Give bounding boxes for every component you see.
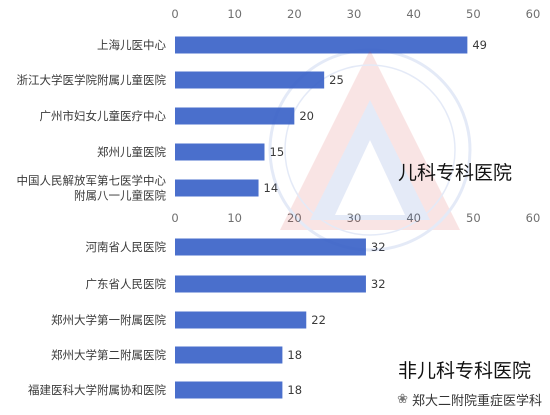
data-label-1-4: 18 — [287, 383, 302, 397]
data-label-1-3: 18 — [287, 348, 302, 362]
category-label-0-1: 浙江大学医学院附属儿童医院 — [17, 73, 167, 87]
x-tick-label-0-6: 60 — [526, 7, 541, 21]
x-tick-label-1-5: 50 — [466, 211, 481, 225]
category-label-1-1: 广东省人民医院 — [86, 277, 167, 291]
category-label-0-2: 广州市妇女儿童医疗中心 — [40, 109, 167, 123]
data-label-1-1: 32 — [371, 277, 386, 291]
data-label-1-0: 32 — [371, 240, 386, 254]
data-label-1-2: 22 — [311, 313, 326, 327]
bar-1-3 — [175, 346, 283, 364]
x-tick-label-1-3: 30 — [347, 211, 362, 225]
x-tick-label-1-1: 10 — [227, 211, 242, 225]
category-label-0-4-1: 附属八一儿童医院 — [74, 189, 166, 203]
watermark-credit: ❀ 郑大二附院重症医学科 — [397, 390, 542, 409]
x-tick-label-0-3: 30 — [347, 7, 362, 21]
category-label-1-3: 郑州大学第二附属医院 — [51, 348, 166, 362]
watermark-credit-text: 郑大二附院重症医学科 — [411, 394, 542, 409]
bar-0-0 — [175, 36, 468, 54]
data-label-0-1: 25 — [329, 73, 344, 87]
bar-1-4 — [175, 381, 283, 399]
x-tick-label-0-2: 20 — [287, 7, 302, 21]
panel-title-non-pediatric: 非儿科专科医院 — [398, 360, 532, 382]
bar-1-2 — [175, 311, 307, 329]
category-label-1-0: 河南省人民医院 — [86, 240, 167, 254]
bar-0-3 — [175, 143, 265, 161]
bar-0-4 — [175, 179, 259, 197]
x-tick-label-1-6: 60 — [526, 211, 541, 225]
bar-0-2 — [175, 107, 295, 125]
data-label-0-3: 15 — [270, 145, 285, 159]
x-tick-label-1-4: 40 — [406, 211, 421, 225]
data-label-0-4: 14 — [264, 181, 279, 195]
category-label-1-4: 福建医科大学附属协和医院 — [28, 383, 166, 397]
bar-1-1 — [175, 275, 366, 293]
x-tick-label-0-0: 0 — [171, 7, 178, 21]
bar-0-1 — [175, 71, 325, 89]
x-tick-label-1-2: 20 — [287, 211, 302, 225]
data-label-0-0: 49 — [472, 38, 487, 52]
category-label-1-2: 郑州大学第一附属医院 — [51, 313, 166, 327]
category-label-0-4-0: 中国人民解放军第七医学中心 — [17, 174, 167, 188]
x-tick-label-1-0: 0 — [171, 211, 178, 225]
category-label-0-3: 郑州儿童医院 — [97, 145, 166, 159]
x-tick-label-0-5: 50 — [466, 7, 481, 21]
wechat-icon: ❀ — [397, 392, 408, 407]
watermark-logo — [268, 48, 472, 252]
x-tick-label-0-4: 40 — [406, 7, 421, 21]
data-label-0-2: 20 — [299, 109, 314, 123]
x-tick-label-0-1: 10 — [227, 7, 242, 21]
panel-title-pediatric: 儿科专科医院 — [398, 162, 513, 184]
bar-1-0 — [175, 238, 366, 256]
category-label-0-0: 上海儿医中心 — [97, 38, 166, 52]
